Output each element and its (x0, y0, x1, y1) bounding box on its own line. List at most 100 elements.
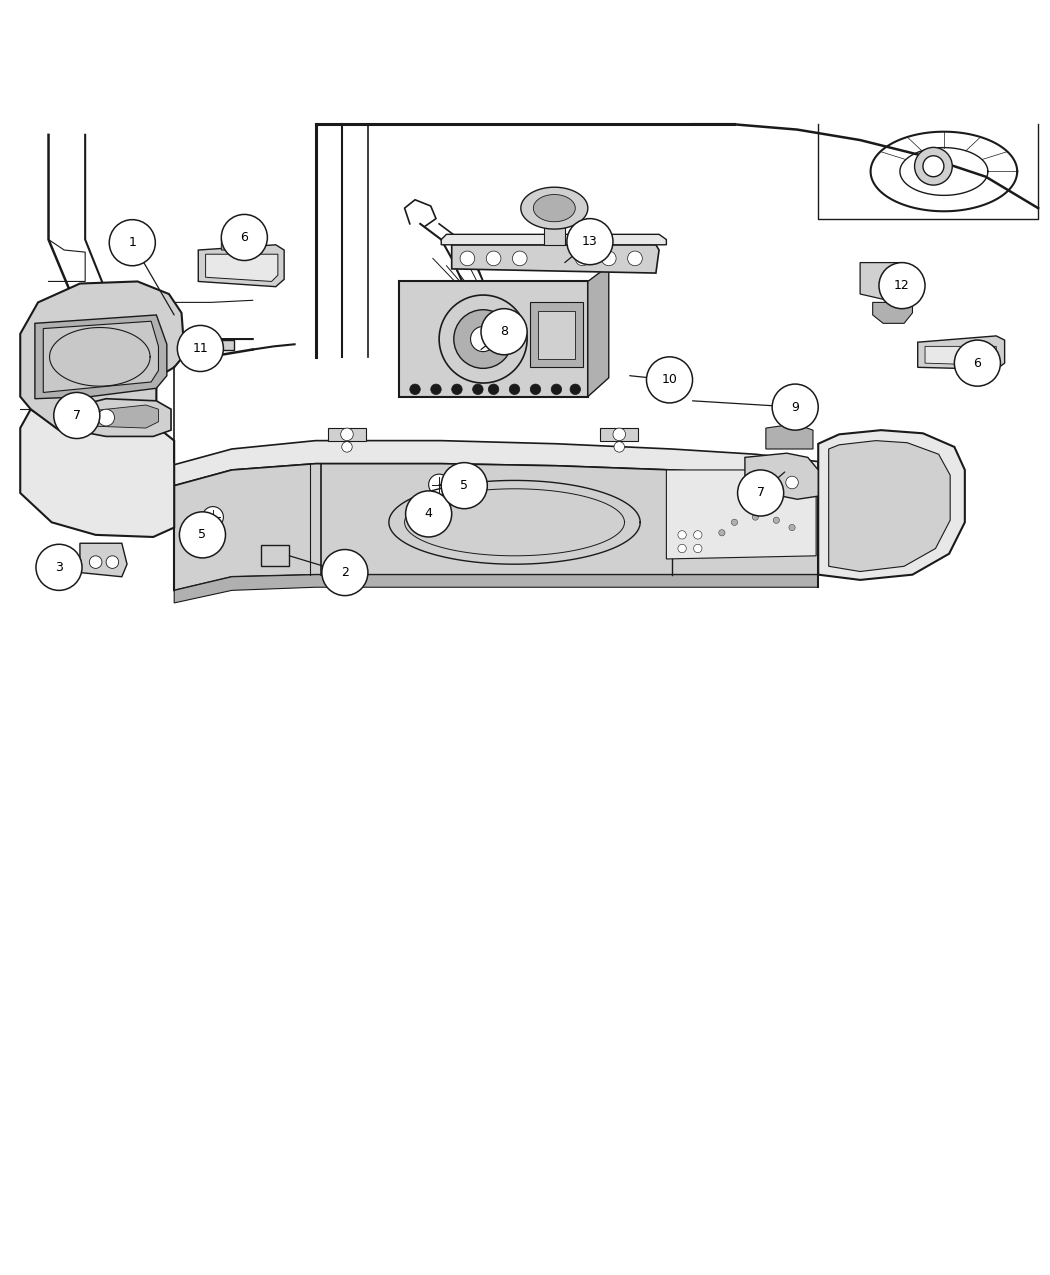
Polygon shape (87, 405, 159, 428)
Circle shape (509, 384, 520, 394)
Polygon shape (72, 399, 171, 436)
Circle shape (428, 474, 449, 495)
Circle shape (340, 428, 353, 441)
Circle shape (879, 263, 925, 309)
Polygon shape (925, 347, 996, 365)
Text: 6: 6 (240, 231, 248, 244)
Circle shape (410, 384, 420, 394)
Polygon shape (222, 237, 237, 250)
Polygon shape (441, 235, 667, 245)
Circle shape (731, 519, 737, 525)
Circle shape (954, 340, 1001, 386)
Polygon shape (873, 302, 912, 324)
Text: 2: 2 (341, 566, 349, 579)
Circle shape (613, 428, 626, 441)
Circle shape (551, 384, 562, 394)
Polygon shape (20, 282, 185, 430)
Polygon shape (918, 335, 1005, 370)
Circle shape (177, 325, 224, 371)
Circle shape (628, 251, 643, 265)
Circle shape (488, 384, 499, 394)
Circle shape (789, 524, 795, 530)
Circle shape (439, 295, 527, 382)
Circle shape (694, 544, 702, 552)
Polygon shape (544, 224, 565, 245)
Circle shape (106, 556, 119, 569)
Text: 7: 7 (757, 487, 764, 500)
Circle shape (460, 251, 475, 265)
Text: 7: 7 (72, 409, 81, 422)
Polygon shape (860, 263, 921, 302)
Text: 4: 4 (424, 507, 433, 520)
Polygon shape (538, 311, 575, 360)
Circle shape (486, 251, 501, 265)
Circle shape (203, 506, 224, 528)
Polygon shape (174, 464, 818, 590)
Text: 5: 5 (198, 528, 207, 542)
Circle shape (98, 409, 114, 426)
Polygon shape (828, 441, 950, 571)
Circle shape (481, 309, 527, 354)
Polygon shape (43, 321, 159, 393)
Circle shape (452, 384, 462, 394)
Circle shape (567, 218, 613, 265)
Polygon shape (328, 428, 365, 441)
Circle shape (678, 544, 687, 552)
Text: 13: 13 (582, 235, 597, 249)
Circle shape (915, 148, 952, 185)
Polygon shape (765, 423, 813, 449)
Polygon shape (744, 453, 818, 500)
Text: 9: 9 (792, 400, 799, 413)
Circle shape (36, 544, 82, 590)
Circle shape (570, 384, 581, 394)
Polygon shape (530, 302, 583, 367)
Circle shape (575, 251, 590, 265)
Circle shape (54, 393, 100, 439)
Polygon shape (203, 340, 234, 349)
Circle shape (719, 529, 724, 536)
Circle shape (180, 511, 226, 558)
Text: 11: 11 (192, 342, 208, 354)
Circle shape (512, 251, 527, 265)
Circle shape (222, 214, 268, 260)
Polygon shape (399, 282, 588, 397)
Polygon shape (80, 543, 127, 576)
Circle shape (785, 477, 798, 488)
Polygon shape (35, 315, 167, 399)
Circle shape (341, 441, 352, 453)
Circle shape (405, 491, 452, 537)
Circle shape (454, 310, 512, 368)
Text: 12: 12 (895, 279, 910, 292)
Circle shape (737, 470, 783, 516)
Polygon shape (198, 245, 285, 287)
Polygon shape (174, 441, 818, 486)
Circle shape (773, 518, 779, 523)
Circle shape (602, 251, 616, 265)
Polygon shape (174, 575, 818, 603)
Circle shape (614, 441, 625, 453)
Circle shape (923, 156, 944, 177)
Circle shape (89, 556, 102, 569)
Polygon shape (452, 245, 659, 273)
Circle shape (322, 550, 368, 595)
Text: 1: 1 (128, 236, 136, 249)
Polygon shape (667, 470, 816, 558)
Text: 8: 8 (500, 325, 508, 338)
Circle shape (752, 514, 758, 520)
Polygon shape (601, 428, 638, 441)
Polygon shape (818, 430, 965, 580)
Circle shape (472, 384, 483, 394)
Circle shape (647, 357, 693, 403)
Text: 5: 5 (460, 479, 468, 492)
Polygon shape (521, 187, 588, 230)
Circle shape (470, 326, 496, 352)
Circle shape (759, 474, 772, 487)
Text: 3: 3 (55, 561, 63, 574)
Circle shape (694, 530, 702, 539)
Circle shape (530, 384, 541, 394)
Circle shape (109, 219, 155, 265)
Polygon shape (533, 195, 575, 222)
Text: 6: 6 (973, 357, 982, 370)
Circle shape (678, 530, 687, 539)
Polygon shape (588, 265, 609, 397)
